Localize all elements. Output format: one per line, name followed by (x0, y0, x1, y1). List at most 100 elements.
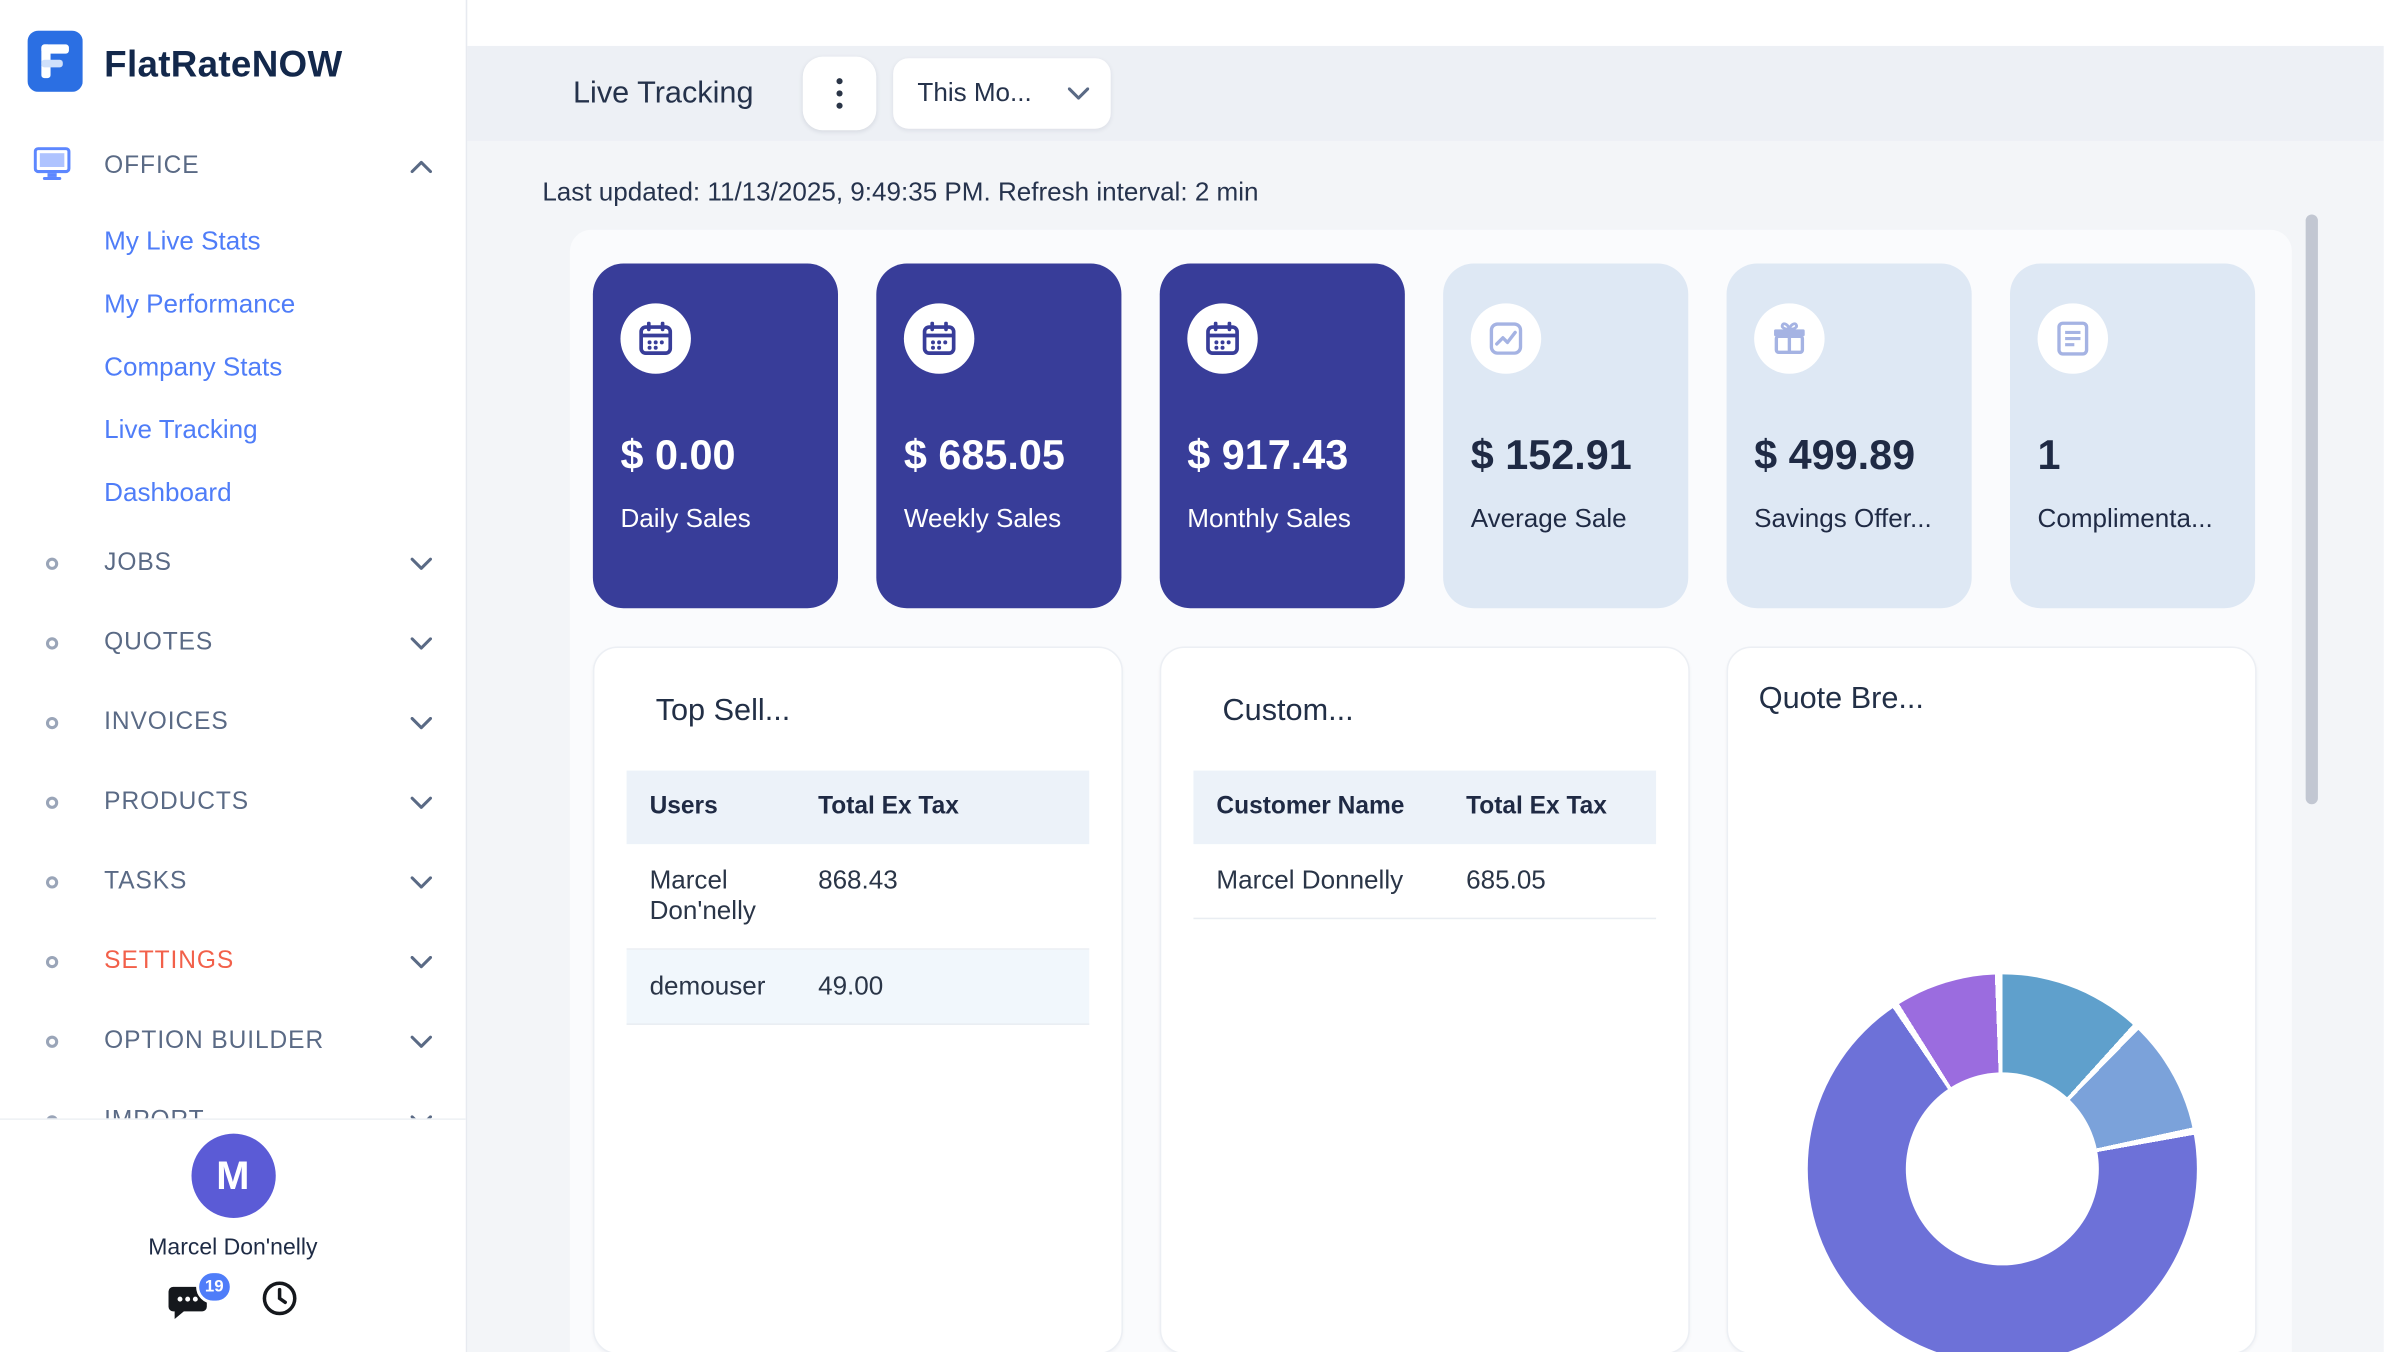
stat-value: $ 152.91 (1470, 432, 1632, 478)
monitor-icon (33, 146, 71, 187)
table-header: Users Total Ex Tax (626, 770, 1090, 845)
kebab-menu-button[interactable] (802, 56, 877, 131)
customers-card: Custom... Customer Name Total Ex Tax Mar… (1159, 646, 1690, 1352)
table-row: Marcel Don'nelly 868.43 (626, 844, 1090, 950)
stat-card-average-sale: $ 152.91 Average Sale (1443, 263, 1689, 609)
user-name: Marcel Don'nelly (148, 1234, 318, 1261)
sidebar-tasks-label: TASKS (104, 868, 188, 895)
kebab-icon (836, 78, 843, 109)
page-scrollbar[interactable] (2383, 0, 2402, 1352)
stat-value: $ 685.05 (903, 432, 1065, 478)
top-sellers-title: Top Sell... (655, 693, 791, 728)
stat-value: $ 0.00 (620, 432, 736, 478)
stat-value: $ 499.89 (1754, 432, 1916, 478)
dashboard-panel: $ 0.00 Daily Sales $ 68 (569, 229, 2292, 1352)
content-scrollbar[interactable] (2305, 214, 2318, 805)
sidebar-item-live-tracking[interactable]: Live Tracking (104, 415, 258, 445)
sidebar-item-settings[interactable]: SETTINGS (0, 922, 466, 1002)
cell-user: Marcel Don'nelly (649, 865, 756, 926)
bullet-icon (45, 955, 59, 969)
sidebar-item-tasks[interactable]: TASKS (0, 843, 466, 923)
sidebar-item-my-performance[interactable]: My Performance (104, 289, 296, 319)
top-sellers-card: Top Sell... Users Total Ex Tax Marcel Do… (592, 646, 1123, 1352)
sidebar-office-submenu: My Live Stats My Performance Company Sta… (0, 201, 466, 524)
chevron-down-icon (410, 876, 433, 889)
chevron-down-icon (410, 716, 433, 730)
widgets-row: Top Sell... Users Total Ex Tax Marcel Do… (570, 608, 2292, 1352)
stat-label: Savings Offer... (1754, 504, 1932, 534)
chevron-down-icon (410, 955, 433, 969)
brand-logo-icon (27, 30, 83, 100)
history-button[interactable] (260, 1279, 298, 1325)
cell-total: 49.00 (818, 971, 884, 1001)
calendar-icon (620, 303, 691, 374)
gift-icon (1754, 303, 1825, 374)
stat-value: $ 917.43 (1187, 432, 1349, 478)
column-header: Total Ex Tax (818, 793, 959, 820)
sidebar-quotes-label: QUOTES (104, 629, 214, 656)
sidebar-item-invoices[interactable]: INVOICES (0, 683, 466, 763)
stat-card-weekly-sales: $ 685.05 Weekly Sales (876, 263, 1122, 609)
table-row: demouser 49.00 (626, 949, 1090, 1025)
page-header: Live Tracking This Mo... (467, 45, 2384, 141)
quote-breakdown-card: Quote Bre... (1726, 646, 2257, 1352)
stat-label: Monthly Sales (1187, 504, 1351, 534)
chat-button[interactable]: 19 (167, 1270, 233, 1321)
brand-logo[interactable]: FlatRateNOW (0, 0, 466, 100)
sidebar-item-products[interactable]: PRODUCTS (0, 763, 466, 843)
chat-badge: 19 (195, 1270, 233, 1304)
sidebar-option-builder-label: OPTION BUILDER (104, 1027, 325, 1055)
page-title: Live Tracking (572, 75, 754, 110)
stat-card-complimentary: 1 Complimenta... (2009, 263, 2256, 609)
stat-label: Average Sale (1470, 504, 1627, 534)
avatar[interactable]: M (190, 1133, 275, 1218)
table-row: Marcel Donnelly 685.05 (1193, 844, 1657, 920)
stat-card-monthly-sales: $ 917.43 Monthly Sales (1159, 263, 1405, 609)
top-white-strip (467, 0, 2402, 46)
stat-card-daily-sales: $ 0.00 Daily Sales (592, 263, 839, 609)
column-header: Total Ex Tax (1466, 793, 1607, 820)
sidebar-item-office[interactable]: OFFICE (0, 133, 466, 200)
sidebar-item-jobs[interactable]: JOBS (0, 524, 466, 604)
stat-label: Complimenta... (2037, 504, 2213, 534)
main-content: Live Tracking This Mo... Last updated: 1… (467, 0, 2402, 1352)
sidebar-jobs-label: JOBS (104, 549, 172, 577)
sidebar-office-label: OFFICE (104, 153, 200, 180)
clock-icon (262, 1281, 297, 1316)
period-value: This Mo... (917, 78, 1032, 108)
sidebar-item-dashboard[interactable]: Dashboard (104, 477, 232, 508)
report-icon (2037, 303, 2109, 374)
customers-title: Custom... (1222, 693, 1354, 728)
sidebar-item-option-builder[interactable]: OPTION BUILDER (0, 1002, 466, 1082)
donut-hole (1905, 1072, 2099, 1266)
sidebar-invoices-label: INVOICES (104, 709, 229, 736)
chart-icon (1470, 303, 1542, 374)
chevron-down-icon (410, 637, 433, 650)
period-dropdown[interactable]: This Mo... (892, 58, 1111, 129)
sidebar-item-my-live-stats[interactable]: My Live Stats (104, 226, 261, 256)
bullet-icon (45, 876, 59, 889)
table-header: Customer Name Total Ex Tax (1193, 770, 1657, 845)
column-header: Customer Name (1216, 793, 1405, 820)
sidebar-item-company-stats[interactable]: Company Stats (104, 352, 283, 382)
sidebar-item-quotes[interactable]: QUOTES (0, 604, 466, 684)
bullet-icon (45, 637, 59, 650)
brand-name: FlatRateNOW (104, 43, 343, 86)
chevron-up-icon (410, 160, 433, 174)
sidebar: FlatRateNOW OFFICE My Live Sta (0, 0, 468, 1352)
chevron-down-icon (1067, 87, 1090, 100)
cell-user: demouser (649, 971, 766, 1001)
sidebar-settings-label: SETTINGS (104, 948, 235, 975)
stat-label: Daily Sales (620, 504, 751, 534)
bullet-icon (45, 1035, 59, 1048)
last-updated-text: Last updated: 11/13/2025, 9:49:35 PM. Re… (542, 177, 1259, 207)
calendar-icon (1187, 303, 1258, 374)
chevron-down-icon (410, 796, 433, 809)
quote-breakdown-title: Quote Bre... (1758, 681, 1924, 716)
quote-breakdown-donut-chart (1807, 974, 2197, 1352)
bullet-icon (45, 796, 59, 809)
chevron-down-icon (410, 1035, 433, 1048)
sidebar-products-label: PRODUCTS (104, 788, 250, 816)
stat-card-savings-offered: $ 499.89 Savings Offer... (1726, 263, 1972, 609)
